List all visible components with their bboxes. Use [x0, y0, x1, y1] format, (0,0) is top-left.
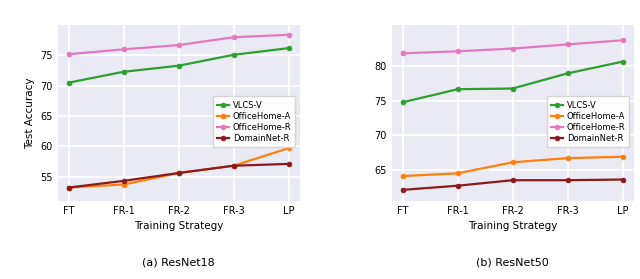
- DomainNet-R: [65, 186, 72, 189]
- DomainNet-R: [564, 179, 572, 182]
- DomainNet-R: [454, 184, 461, 187]
- OfficeHome-A: [175, 171, 182, 175]
- VLCS-V: [509, 87, 516, 90]
- OfficeHome-R: [564, 43, 572, 46]
- DomainNet-R: [509, 179, 516, 182]
- VLCS-V: [454, 88, 461, 91]
- OfficeHome-R: [399, 52, 406, 55]
- VLCS-V: [285, 47, 292, 50]
- Line: DomainNet-R: DomainNet-R: [66, 162, 291, 190]
- OfficeHome-R: [65, 52, 72, 56]
- VLCS-V: [619, 60, 627, 63]
- VLCS-V: [65, 81, 72, 84]
- VLCS-V: [399, 101, 406, 104]
- X-axis label: Training Strategy: Training Strategy: [134, 221, 223, 231]
- OfficeHome-A: [454, 172, 461, 175]
- OfficeHome-A: [399, 174, 406, 178]
- OfficeHome-R: [230, 35, 237, 39]
- OfficeHome-R: [509, 47, 516, 50]
- Line: OfficeHome-R: OfficeHome-R: [400, 38, 625, 56]
- Line: VLCS-V: VLCS-V: [66, 46, 291, 85]
- OfficeHome-R: [285, 33, 292, 37]
- Line: OfficeHome-A: OfficeHome-A: [66, 146, 291, 190]
- DomainNet-R: [285, 162, 292, 165]
- Line: OfficeHome-A: OfficeHome-A: [400, 154, 625, 179]
- Line: OfficeHome-R: OfficeHome-R: [66, 32, 291, 57]
- Y-axis label: Test Accuracy: Test Accuracy: [25, 77, 35, 149]
- VLCS-V: [120, 70, 127, 73]
- X-axis label: Training Strategy: Training Strategy: [468, 221, 557, 231]
- OfficeHome-R: [175, 44, 182, 47]
- DomainNet-R: [399, 188, 406, 191]
- DomainNet-R: [619, 178, 627, 181]
- Line: DomainNet-R: DomainNet-R: [400, 177, 625, 192]
- Legend: VLCS-V, OfficeHome-A, OfficeHome-R, DomainNet-R: VLCS-V, OfficeHome-A, OfficeHome-R, Doma…: [547, 97, 629, 147]
- OfficeHome-A: [564, 157, 572, 160]
- OfficeHome-A: [619, 155, 627, 158]
- OfficeHome-R: [120, 48, 127, 51]
- OfficeHome-A: [509, 161, 516, 164]
- VLCS-V: [230, 53, 237, 56]
- OfficeHome-A: [65, 186, 72, 189]
- OfficeHome-A: [230, 164, 237, 167]
- Text: (b) ResNet50: (b) ResNet50: [476, 257, 549, 267]
- Legend: VLCS-V, OfficeHome-A, OfficeHome-R, DomainNet-R: VLCS-V, OfficeHome-A, OfficeHome-R, Doma…: [212, 97, 296, 147]
- OfficeHome-A: [285, 146, 292, 150]
- Text: (a) ResNet18: (a) ResNet18: [142, 257, 215, 267]
- DomainNet-R: [230, 164, 237, 167]
- VLCS-V: [564, 72, 572, 75]
- DomainNet-R: [175, 171, 182, 175]
- Line: VLCS-V: VLCS-V: [400, 59, 625, 105]
- OfficeHome-A: [120, 183, 127, 186]
- VLCS-V: [175, 64, 182, 68]
- OfficeHome-R: [454, 50, 461, 53]
- DomainNet-R: [120, 179, 127, 182]
- OfficeHome-R: [619, 39, 627, 42]
